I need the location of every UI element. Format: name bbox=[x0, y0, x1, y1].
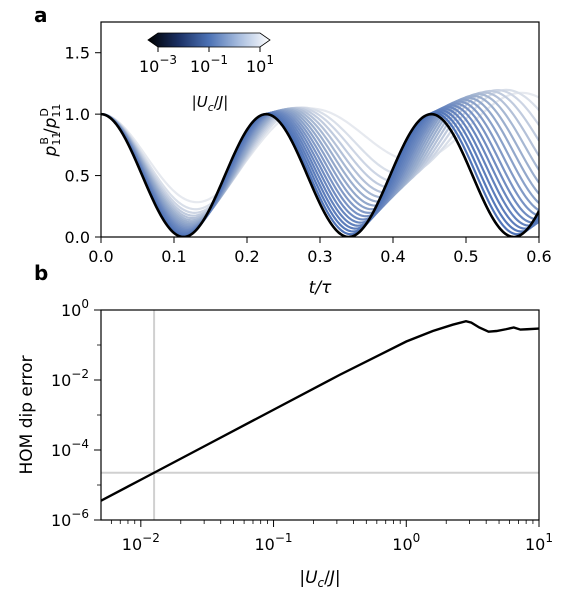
x-axis-label-b: |Uc/J| bbox=[299, 568, 340, 589]
colorbar-tick-label: 10−1 bbox=[190, 53, 228, 76]
family-curve bbox=[101, 98, 539, 227]
x-tick-label-b: 101 bbox=[525, 531, 553, 554]
x-tick-label-a: 0.3 bbox=[307, 247, 332, 266]
colorbar-ticks: 10−3 10−1 101 bbox=[139, 47, 274, 76]
colorbar-label: |Uc/J| bbox=[192, 93, 229, 114]
y-tick-label-a: 0.5 bbox=[65, 167, 90, 186]
x-tick-label-a: 0.0 bbox=[88, 247, 113, 266]
panel-a: 0.0 0.1 0.2 0.3 0.4 0.5 0.6 0.0 0.5 1.0 1.5 t/τ p1… bbox=[38, 21, 552, 298]
y-axis-label-b: HOM dip error bbox=[17, 355, 37, 474]
panel-b: 10−2 10−1 100 101 10−6 10−4 10−2 100 HOM dip er… bbox=[17, 297, 553, 589]
error-curve bbox=[101, 319, 539, 502]
family-curve bbox=[101, 109, 539, 235]
x-tick-label-b: 10−2 bbox=[122, 531, 160, 554]
x-tick-label-a: 0.2 bbox=[234, 247, 259, 266]
colorbar-bar bbox=[147, 32, 271, 48]
curve-family bbox=[101, 88, 539, 237]
ticks-b: 10−2 10−1 100 101 10−6 10−4 10−2 100 bbox=[51, 297, 553, 554]
colorbar-tick-label: 101 bbox=[246, 53, 274, 76]
x-axis-label-a: t/τ bbox=[309, 278, 332, 298]
x-tick-label-b: 100 bbox=[392, 531, 420, 554]
y-tick-label-b: 10−6 bbox=[51, 507, 89, 530]
y-tick-label-b: 100 bbox=[61, 297, 89, 320]
y-tick-label-b: 10−2 bbox=[51, 367, 89, 390]
panel-label-b: b bbox=[34, 261, 48, 285]
x-tick-label-a: 0.5 bbox=[453, 247, 478, 266]
family-curve bbox=[101, 104, 539, 232]
x-tick-label-a: 0.1 bbox=[161, 247, 186, 266]
family-curve bbox=[101, 105, 539, 233]
y-tick-label-b: 10−4 bbox=[51, 437, 89, 460]
family-curve bbox=[101, 91, 539, 204]
family-curve bbox=[101, 107, 539, 234]
family-curve bbox=[101, 88, 539, 214]
colorbar: 10−3 10−1 101 |Uc/J| bbox=[139, 32, 274, 114]
y-tick-label-a: 1.0 bbox=[65, 105, 90, 124]
reference-curve bbox=[101, 112, 539, 237]
y-axis-label-a: p11B/p11D bbox=[38, 104, 63, 158]
y-tick-label-a: 0.0 bbox=[65, 228, 90, 247]
family-curve bbox=[101, 89, 539, 217]
family-curve bbox=[101, 96, 539, 226]
family-curve bbox=[101, 102, 539, 230]
colorbar-tick-label: 10−3 bbox=[139, 53, 177, 76]
x-tick-label-a: 0.6 bbox=[526, 247, 551, 266]
ticks-a: 0.0 0.1 0.2 0.3 0.4 0.5 0.6 0.0 0.5 1.0 1.5 bbox=[65, 44, 552, 266]
y-tick-label-a: 1.5 bbox=[65, 44, 90, 63]
panel-label-a: a bbox=[34, 3, 48, 27]
x-tick-label-a: 0.4 bbox=[380, 247, 405, 266]
family-curve bbox=[101, 100, 539, 229]
axes-frame-b bbox=[100, 309, 540, 521]
x-tick-label-b: 10−1 bbox=[255, 531, 293, 554]
